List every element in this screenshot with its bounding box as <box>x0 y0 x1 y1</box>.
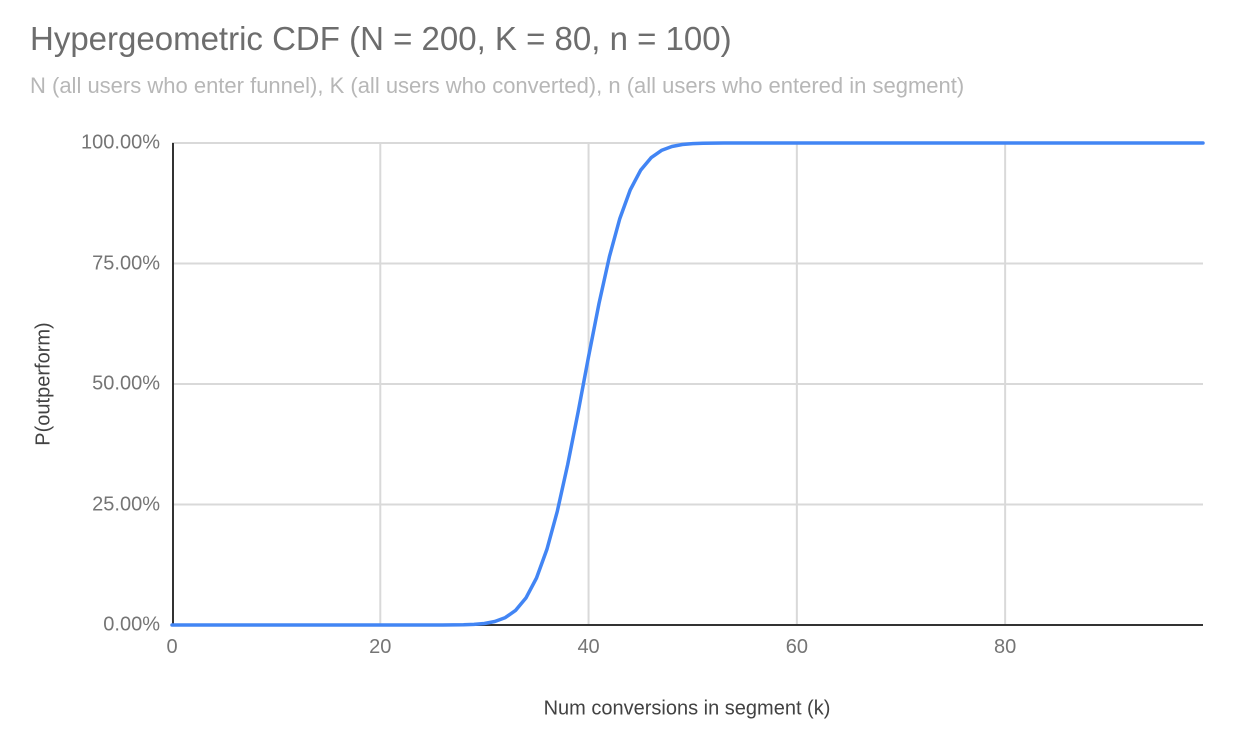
chart-subtitle: N (all users who enter funnel), K (all u… <box>30 73 965 98</box>
x-axis-title: Num conversions in segment (k) <box>543 697 831 720</box>
x-axis-tick-labels: 0 20 40 60 80 <box>166 636 1203 662</box>
cdf-line-chart-svg <box>170 141 1205 627</box>
x-tick-label: 0 <box>166 636 178 658</box>
x-tick-label: 80 <box>994 636 1017 658</box>
cdf-curve <box>170 141 1205 627</box>
plot-area <box>170 141 1205 627</box>
y-tick-label: 0.00% <box>103 613 160 636</box>
y-tick-label: 25.00% <box>92 493 160 515</box>
y-axis-tick-labels: 0.00% 25.00% 50.00% 75.00% 100.00% <box>0 132 160 636</box>
y-tick-label: 50.00% <box>92 372 160 395</box>
y-tick-label: 100.00% <box>81 131 160 154</box>
chart-title: Hypergeometric CDF (N = 200, K = 80, n =… <box>30 20 732 57</box>
x-tick-label: 20 <box>369 636 392 658</box>
y-tick-label: 75.00% <box>92 252 160 274</box>
x-tick-label: 40 <box>577 636 600 658</box>
x-tick-label: 60 <box>785 636 808 658</box>
